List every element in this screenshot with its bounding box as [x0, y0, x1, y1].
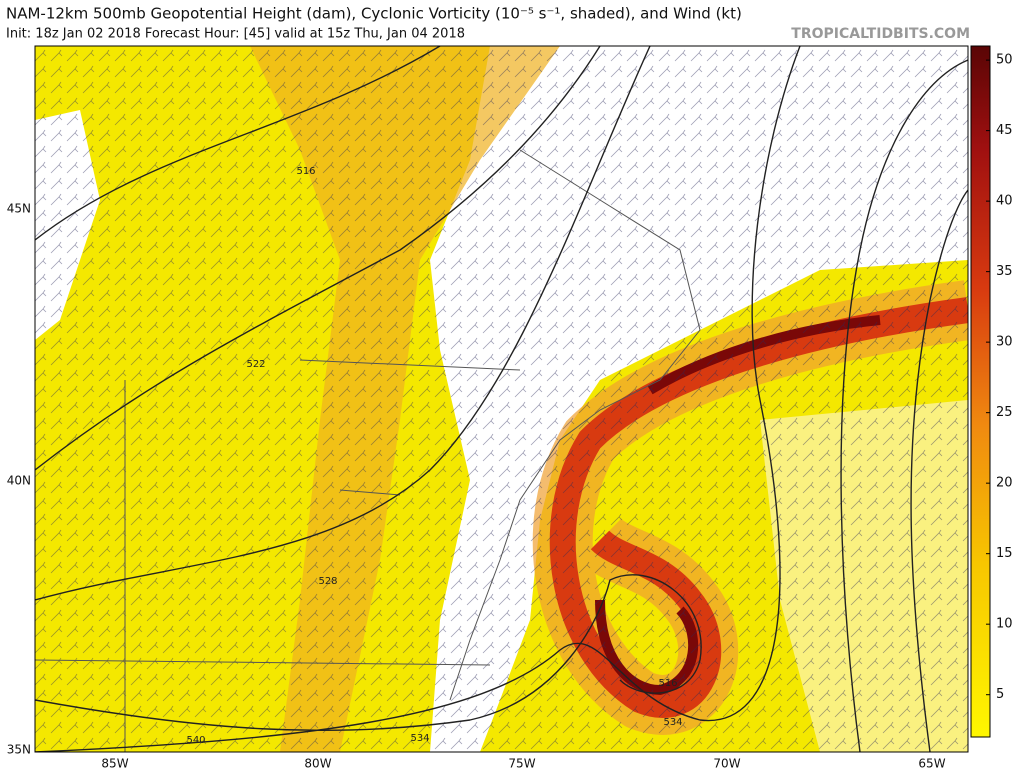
lon-label: 65W — [918, 757, 945, 771]
watermark: TROPICALTIDBITS.COM — [791, 26, 970, 42]
coastline — [449, 149, 701, 701]
contour-label: 522 — [246, 359, 265, 370]
contour-label: 534 — [410, 733, 429, 744]
colorbar-label: 35 — [996, 264, 1013, 279]
lat-label: 35N — [7, 743, 31, 757]
map-area — [35, 46, 968, 752]
title: NAM-12km 500mb Geopotential Height (dam)… — [6, 5, 742, 23]
contour-label: 516 — [296, 166, 315, 177]
colorbar-label: 40 — [996, 194, 1013, 209]
wind-barbs — [35, 46, 968, 752]
colorbar-label: 10 — [996, 617, 1013, 632]
contour-label: 540 — [186, 735, 205, 746]
colorbar — [970, 45, 991, 738]
colorbar-label: 15 — [996, 546, 1013, 561]
colorbar-label: 30 — [996, 335, 1013, 350]
colorbar-label: 25 — [996, 405, 1013, 420]
contour-label: 534 — [663, 717, 682, 728]
colorbar-label: 50 — [996, 53, 1013, 68]
lat-label: 45N — [7, 202, 31, 216]
height-contours — [35, 46, 968, 752]
lon-label: 85W — [101, 757, 128, 771]
lon-label: 70W — [713, 757, 740, 771]
map-frame — [34, 45, 969, 753]
colorbar-label: 5 — [996, 687, 1004, 702]
lon-label: 75W — [508, 757, 535, 771]
contour-label: 516 — [658, 678, 677, 689]
colorbar-label: 45 — [996, 123, 1013, 138]
lat-label: 40N — [7, 474, 31, 488]
subtitle: Init: 18z Jan 02 2018 Forecast Hour: [45… — [6, 27, 465, 42]
borders — [35, 359, 521, 752]
colorbar-label: 20 — [996, 476, 1013, 491]
lon-label: 80W — [304, 757, 331, 771]
contour-label: 528 — [318, 576, 337, 587]
